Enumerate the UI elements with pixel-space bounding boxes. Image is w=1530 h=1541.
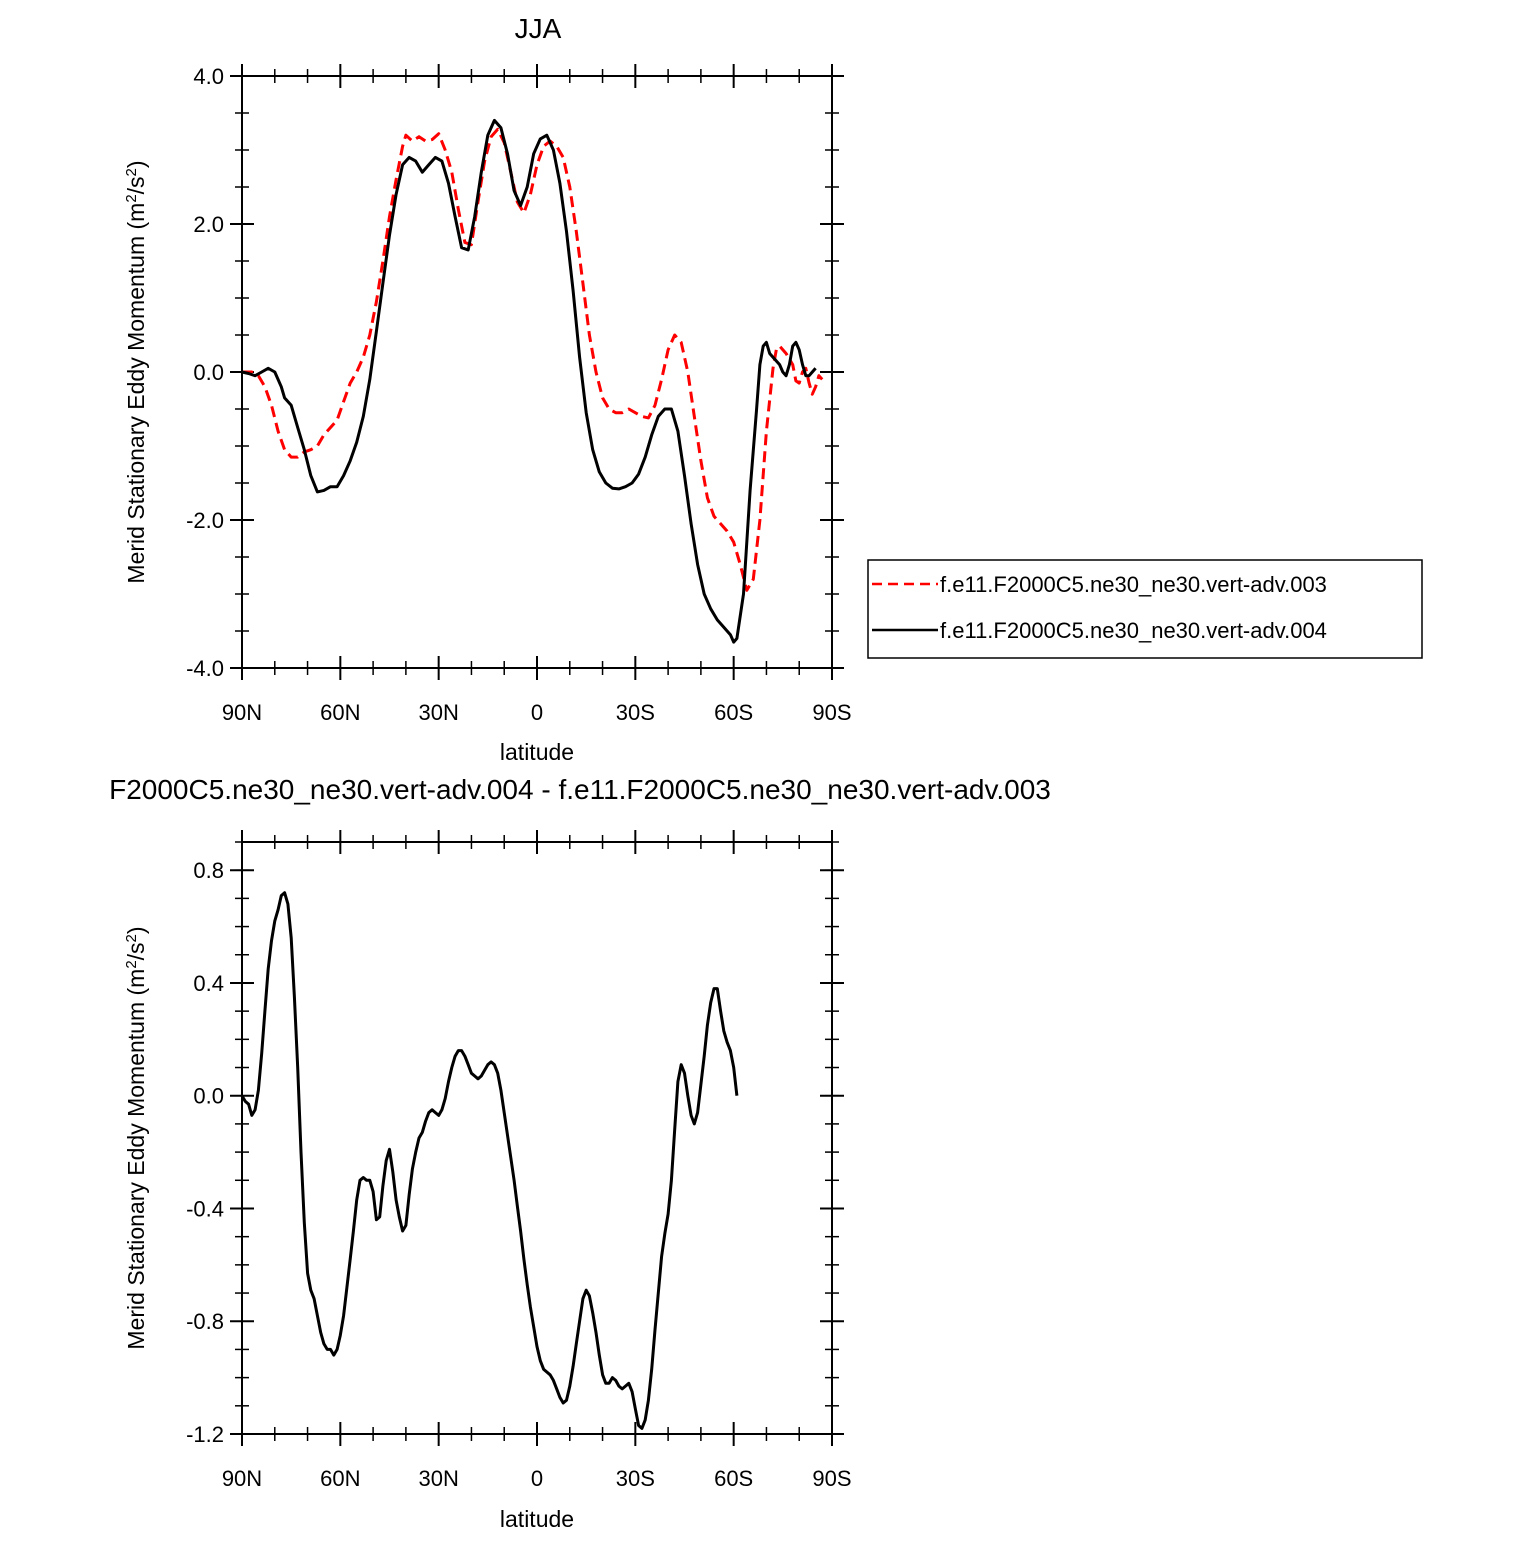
bottom-y-tick-label: -1.2 — [186, 1422, 224, 1447]
legend-box — [867, 559, 1423, 659]
legend-label-004: f.e11.F2000C5.ne30_ne30.vert-adv.004 — [940, 618, 1327, 643]
bottom-y-tick-label: -0.4 — [186, 1196, 224, 1221]
top-series-group — [241, 118, 824, 644]
bottom-x-tick-label: 0 — [531, 1466, 543, 1491]
top-x-tick-label: 30S — [616, 700, 655, 725]
top-y-axis-title: Merid Stationary Eddy Momentum (m2/s2) — [123, 160, 150, 583]
top-y-tick-label: -4.0 — [186, 656, 224, 681]
top-series-line-0 — [242, 127, 824, 592]
bottom-x-tick-label: 90S — [812, 1466, 851, 1491]
bottom-series-line-0 — [240, 891, 739, 1430]
bottom-series-group — [240, 891, 739, 1430]
bottom-tick-marks — [230, 830, 844, 1446]
legend-label-003: f.e11.F2000C5.ne30_ne30.vert-adv.003 — [940, 572, 1327, 597]
bottom-x-tick-label: 30N — [418, 1466, 458, 1491]
bottom-y-tick-labels: 0.8 0.4 0.0 -0.4 -0.8 -1.2 — [186, 858, 224, 1447]
top-tick-marks — [230, 64, 844, 680]
bottom-x-tick-label: 90N — [222, 1466, 262, 1491]
top-y-tick-labels: 4.0 2.0 0.0 -2.0 -4.0 — [186, 64, 224, 681]
top-x-tick-label: 30N — [418, 700, 458, 725]
top-x-tick-label: 60S — [714, 700, 753, 725]
bottom-y-tick-label: -0.8 — [186, 1309, 224, 1334]
top-panel: JJA Merid Stationary Eddy Momentum (m2/s… — [123, 13, 1423, 765]
bottom-x-tick-label: 60S — [714, 1466, 753, 1491]
top-x-tick-label: 90N — [222, 700, 262, 725]
bottom-x-tick-labels: 90N 60N 30N 0 30S 60S 90S — [222, 1466, 852, 1491]
legend: f.e11.F2000C5.ne30_ne30.vert-adv.003 f.e… — [867, 559, 1423, 659]
bottom-chart-title: F2000C5.ne30_ne30.vert-adv.004 - f.e11.F… — [109, 774, 1051, 805]
top-y-tick-label: 2.0 — [193, 212, 224, 237]
top-x-tick-label: 0 — [531, 700, 543, 725]
top-chart-title: JJA — [515, 13, 562, 44]
bottom-y-tick-label: 0.0 — [193, 1084, 224, 1109]
top-y-tick-label: -2.0 — [186, 508, 224, 533]
bottom-y-tick-label: 0.4 — [193, 971, 224, 996]
top-x-tick-label: 60N — [320, 700, 360, 725]
top-y-tick-label: 4.0 — [193, 64, 224, 89]
bottom-panel: F2000C5.ne30_ne30.vert-adv.004 - f.e11.F… — [109, 774, 1051, 1532]
top-series-line-1 — [241, 118, 817, 644]
bottom-x-tick-label: 30S — [616, 1466, 655, 1491]
bottom-x-tick-label: 60N — [320, 1466, 360, 1491]
top-x-tick-label: 90S — [812, 700, 851, 725]
bottom-plot-frame — [241, 841, 833, 1435]
top-y-tick-label: 0.0 — [193, 360, 224, 385]
top-x-tick-labels: 90N 60N 30N 0 30S 60S 90S — [222, 700, 852, 725]
bottom-x-axis-title: latitude — [500, 1506, 574, 1532]
bottom-y-axis-title: Merid Stationary Eddy Momentum (m2/s2) — [123, 926, 150, 1349]
top-x-axis-title: latitude — [500, 739, 574, 765]
bottom-y-tick-label: 0.8 — [193, 858, 224, 883]
top-plot-frame — [241, 75, 833, 669]
